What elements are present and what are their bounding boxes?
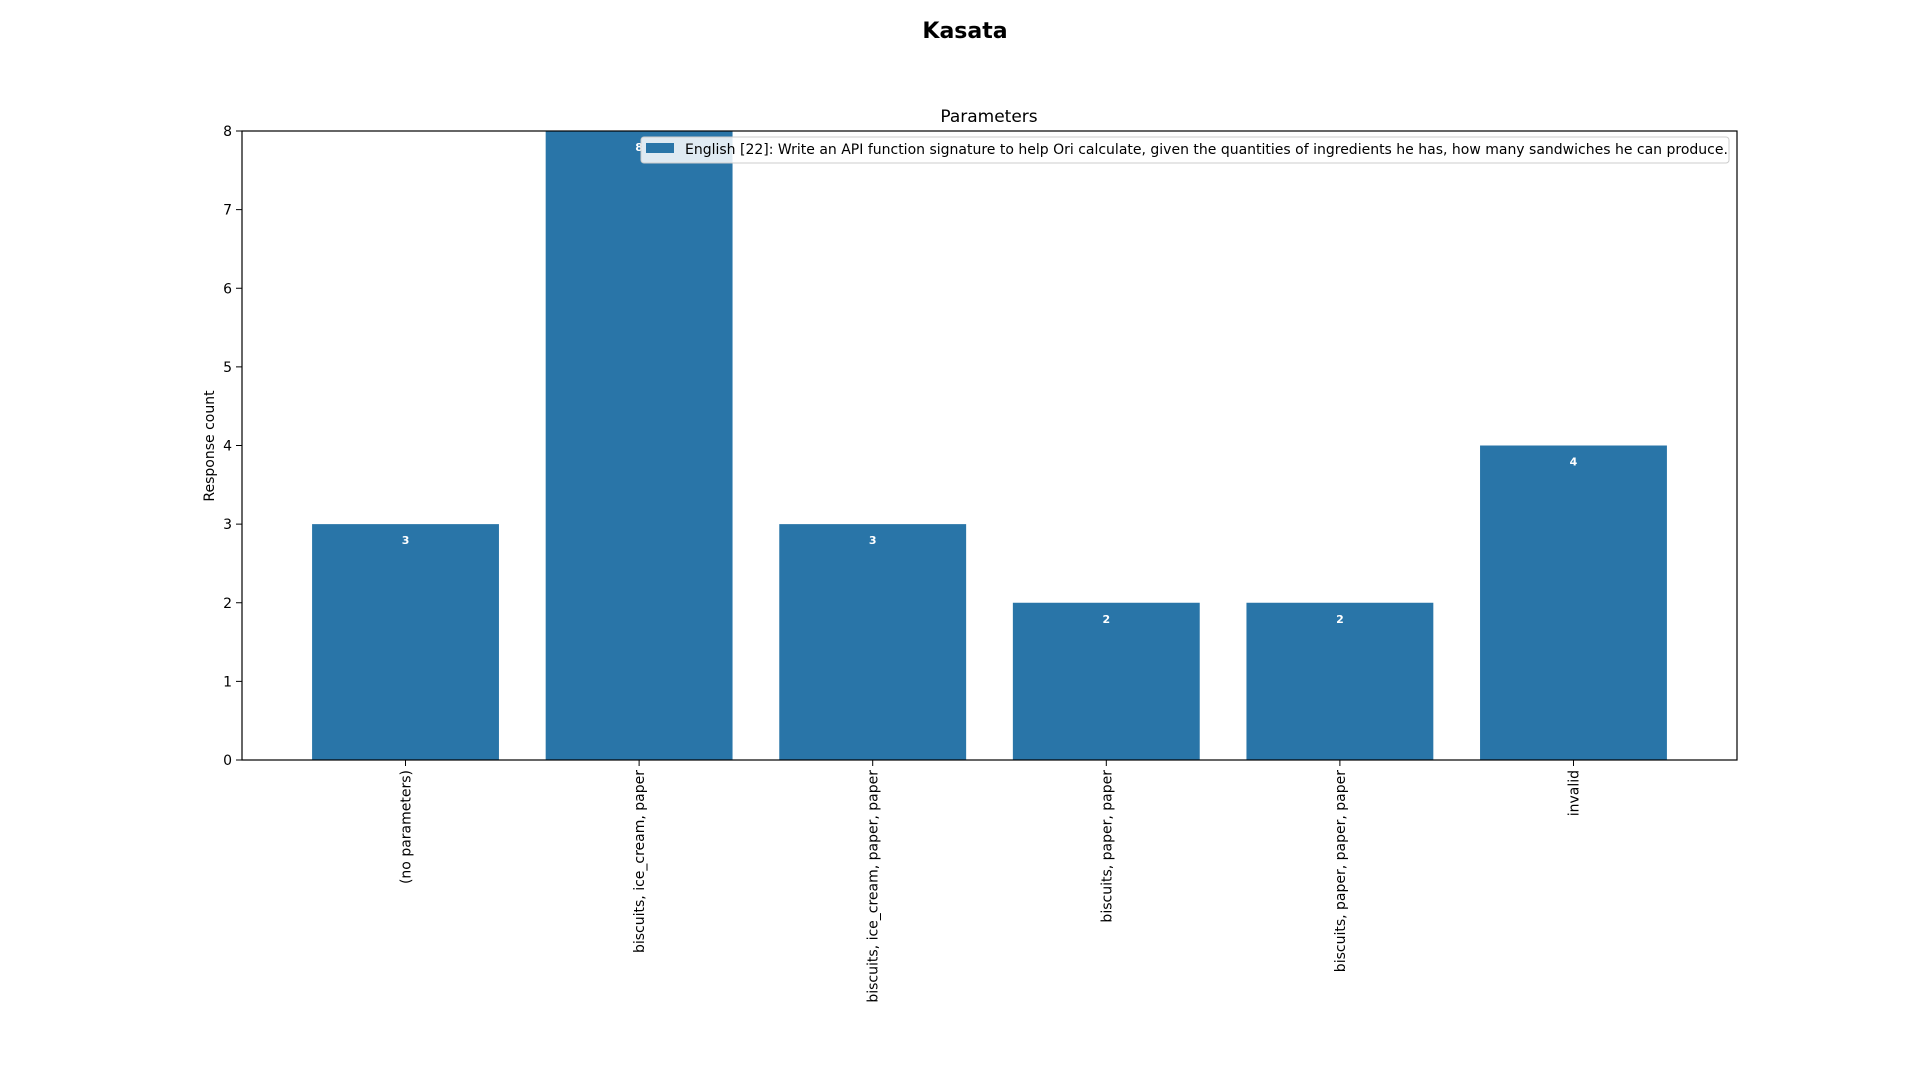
x-tick-label: (no parameters) — [399, 770, 415, 884]
figure-suptitle: Kasata — [922, 19, 1007, 44]
legend-swatch — [646, 143, 674, 153]
y-tick-label: 4 — [223, 439, 232, 455]
y-tick-label: 2 — [223, 596, 232, 612]
legend-box — [640, 136, 1730, 164]
bar-value-labels: 3 8 3 2 2 4 — [402, 141, 1578, 626]
bars-group — [312, 131, 1667, 760]
y-tick-label: 0 — [223, 753, 232, 769]
bar-value-label: 2 — [1336, 613, 1344, 626]
bar-value-label: 3 — [402, 534, 410, 547]
chart-title: Parameters — [940, 107, 1037, 127]
bar-value-label: 4 — [1570, 456, 1578, 469]
plot-frame — [241, 130, 1738, 761]
bar-value-label: 2 — [1102, 613, 1110, 626]
y-tick-label: 8 — [223, 124, 232, 140]
y-tick-label: 3 — [223, 517, 232, 533]
bar — [1480, 445, 1667, 760]
bar-value-label: 8 — [635, 141, 643, 154]
y-axis-label: Response count — [202, 390, 218, 502]
x-tick-label: biscuits, ice_cream, paper, paper — [866, 770, 882, 1003]
legend-label: English [22]: Write an API function sign… — [685, 142, 1728, 158]
x-axis-ticks: (no parameters) biscuits, ice_cream, pape… — [399, 760, 1582, 1003]
legend: English [22]: Write an API function sign… — [640, 136, 1730, 164]
bar — [545, 131, 733, 760]
x-tick-label: biscuits, paper, paper — [1099, 770, 1115, 923]
bar — [312, 524, 499, 760]
y-tick-label: 7 — [223, 203, 232, 219]
y-tick-label: 5 — [223, 360, 232, 376]
y-axis-ticks: 0 1 2 3 4 5 6 7 8 — [223, 124, 242, 769]
bar-value-label: 3 — [869, 534, 877, 547]
x-tick-label: biscuits, ice_cream, paper — [632, 770, 648, 953]
bar — [1012, 602, 1200, 760]
x-tick-label: invalid — [1566, 770, 1582, 816]
bar — [1246, 602, 1434, 760]
x-tick-label: biscuits, paper, paper, paper — [1333, 770, 1349, 972]
bar — [779, 524, 967, 760]
y-tick-label: 6 — [223, 281, 232, 297]
y-tick-label: 1 — [223, 674, 232, 690]
